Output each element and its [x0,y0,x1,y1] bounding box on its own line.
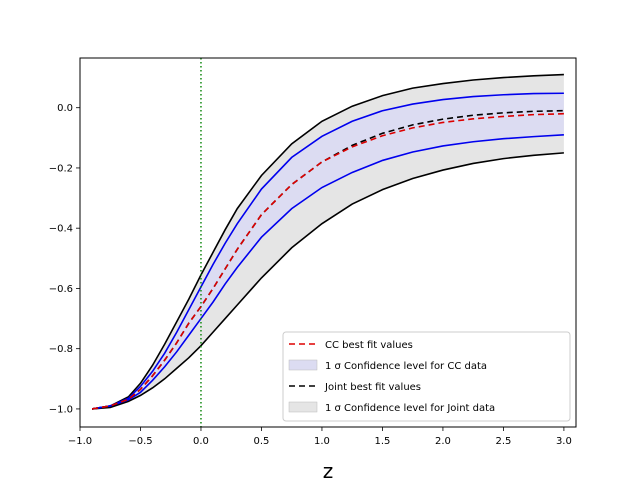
y-tick-label: −0.2 [49,163,73,174]
x-tick-label: 2.0 [435,436,451,447]
y-tick-label: −1.0 [49,404,73,415]
y-tick-label: −0.4 [49,224,73,235]
plot-frame [79,57,577,428]
legend-label: 1 σ Confidence level for Joint data [325,403,495,414]
legend-box [282,331,571,422]
x-tick-label: 3.0 [556,436,572,447]
band-lower-edge-1-confidence-level-for-cc-data [91,134,564,410]
band-lower-edge-1-confidence-level-for-joint-data [92,152,564,410]
x-tick-label: 0.0 [193,436,209,447]
legend-patch-1-confidence-level-for-cc-data [288,359,318,371]
y-tick-label: −0.8 [49,344,73,355]
y-tick-label: −0.6 [49,284,73,295]
legend-patch-1-confidence-level-for-joint-data [288,401,318,413]
band-1-confidence-level-for-cc-data [92,93,564,409]
x-tick-label: 1.0 [314,436,330,447]
x-tick-label: 2.5 [495,436,511,447]
x-tick-label: 0.5 [254,436,270,447]
x-axis-label: z [323,459,334,480]
band-upper-edge-1-confidence-level-for-joint-data [91,73,564,410]
line-cc-best-fit-values [91,112,564,410]
x-tick-label: −0.5 [128,436,152,447]
legend-label: 1 σ Confidence level for CC data [325,361,487,372]
band-1-confidence-level-for-joint-data [92,74,564,409]
band-upper-edge-1-confidence-level-for-cc-data [91,92,564,410]
x-tick-label: −1.0 [68,436,92,447]
legend-label: CC best fit values [325,340,413,351]
y-tick-label: 0.0 [57,103,73,114]
x-tick-label: 1.5 [374,436,390,447]
legend-label: Joint best fit values [324,382,421,393]
legend: CC best fit values 1 σ Confidence level f… [282,331,571,422]
